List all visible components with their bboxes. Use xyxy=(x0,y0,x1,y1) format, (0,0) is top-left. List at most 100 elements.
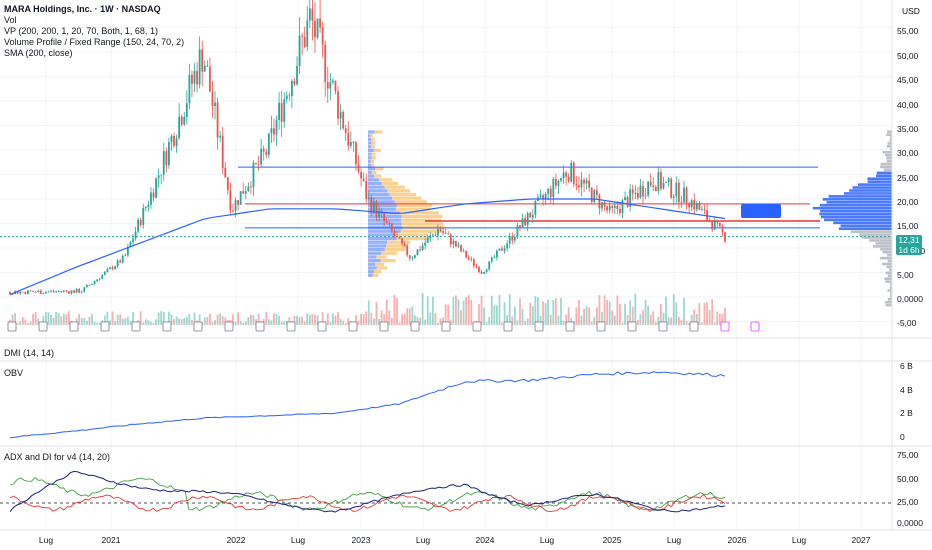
volume-bar xyxy=(483,307,486,325)
candle-body xyxy=(531,214,534,218)
obv-tick: 2 B xyxy=(900,408,913,418)
candle-body xyxy=(196,70,198,85)
currency-label[interactable]: USD xyxy=(902,6,920,16)
volume-bar xyxy=(150,321,152,325)
volume-bar xyxy=(493,305,496,325)
volume-bar xyxy=(403,313,406,325)
volume-bar xyxy=(68,311,70,325)
volume-bar xyxy=(360,313,362,325)
candle-body xyxy=(101,274,104,279)
price-tooltip[interactable] xyxy=(741,204,781,218)
candle-body xyxy=(578,185,580,188)
volume-profile-bar xyxy=(882,250,892,254)
volume-profile-bar xyxy=(885,300,892,304)
volume-bar xyxy=(370,312,373,325)
volume-bar xyxy=(631,306,634,325)
symbol-title[interactable]: MARA Holdings, Inc. · 1W · NASDAQ xyxy=(4,4,161,14)
obv-pane-title[interactable]: OBV xyxy=(4,368,24,378)
candle-body xyxy=(109,267,111,270)
candle-body xyxy=(419,249,421,251)
volume-bar xyxy=(716,311,719,325)
candle-body xyxy=(485,269,488,272)
volume-bar xyxy=(639,313,642,325)
volume-bar xyxy=(175,316,178,325)
candle-body xyxy=(675,182,678,197)
volume-profile-bar xyxy=(887,274,892,278)
volume-bar xyxy=(480,295,483,325)
volume-bar xyxy=(239,320,242,325)
candle-body xyxy=(672,196,675,198)
candle-body xyxy=(142,207,145,226)
volume-bar xyxy=(106,311,109,325)
indicator-vp-fixed[interactable]: Volume Profile / Fixed Range (150, 24, 7… xyxy=(4,37,185,47)
candle-body xyxy=(452,240,455,245)
volume-profile-bar xyxy=(890,283,892,286)
volume-bar xyxy=(578,300,580,325)
adx-pane-title[interactable]: ADX and DI for v4 (14, 20) xyxy=(4,452,111,462)
volume-bar xyxy=(465,297,468,325)
fixed-vp-bar-down xyxy=(401,222,443,226)
volume-profile-bar xyxy=(850,230,892,233)
candle-body xyxy=(716,221,719,223)
candle-body xyxy=(316,18,319,38)
candle-body xyxy=(721,226,724,233)
volume-bar xyxy=(642,310,644,325)
fixed-vp-bar-down xyxy=(373,174,382,178)
candle-body xyxy=(444,232,447,234)
volume-bar xyxy=(613,315,616,325)
volume-bar xyxy=(595,307,598,325)
indicator-vol[interactable]: Vol xyxy=(4,15,17,25)
candle-body xyxy=(547,188,550,194)
candle-body xyxy=(508,235,511,244)
candle-body xyxy=(442,230,445,233)
volume-bar xyxy=(662,312,665,325)
fixed-vp-bar-up xyxy=(368,152,372,156)
candle-body xyxy=(390,223,393,231)
candle-body xyxy=(191,74,193,84)
indicator-vp[interactable]: VP (200, 200, 1, 20, 70, Both, 1, 68, 1) xyxy=(4,26,158,36)
fixed-vp-bar-up xyxy=(368,130,375,134)
fixed-vp-bar-up xyxy=(368,159,371,163)
candle-body xyxy=(208,66,211,92)
volume-bar xyxy=(713,322,716,325)
dmi-pane-title[interactable]: DMI (14, 14) xyxy=(4,348,55,358)
candle-body xyxy=(465,250,468,258)
volume-bar xyxy=(672,294,675,325)
volume-profile-bar xyxy=(880,162,892,166)
legend: MARA Holdings, Inc. · 1W · NASDAQ Vol VP… xyxy=(4,4,184,59)
volume-bar xyxy=(585,306,588,325)
indicator-sma[interactable]: SMA (200, close) xyxy=(4,48,73,58)
adx-tick: 0,0000 xyxy=(897,518,923,528)
volume-bar xyxy=(513,306,516,325)
candle-body xyxy=(85,285,88,288)
candle-body xyxy=(57,291,60,293)
fixed-vp-bar-up xyxy=(368,270,374,274)
candle-body xyxy=(631,189,634,194)
volume-bar xyxy=(270,320,273,325)
candle-body xyxy=(383,213,386,221)
candle-body xyxy=(480,271,483,274)
volume-bar xyxy=(396,298,398,325)
fixed-vp-bar-down xyxy=(396,203,433,208)
candle-body xyxy=(539,195,542,198)
candle-body xyxy=(239,191,242,205)
obv-line xyxy=(9,371,726,439)
volume-bar xyxy=(542,301,544,325)
candle-body xyxy=(134,231,137,239)
price-tick: 40,00 xyxy=(897,100,919,110)
volume-bar xyxy=(183,318,186,325)
candle-body xyxy=(116,260,119,267)
candle-body xyxy=(203,65,206,72)
candle-body xyxy=(544,193,547,199)
candle-body xyxy=(332,80,334,83)
volume-profile-bar xyxy=(828,195,892,198)
volume-bar xyxy=(16,322,19,325)
obv-tick: 4 B xyxy=(900,385,913,395)
volume-bar xyxy=(57,313,60,325)
candle-body xyxy=(385,220,388,223)
candle-body xyxy=(567,176,570,182)
candle-body xyxy=(170,135,173,143)
time-tick: 2022 xyxy=(226,535,246,545)
